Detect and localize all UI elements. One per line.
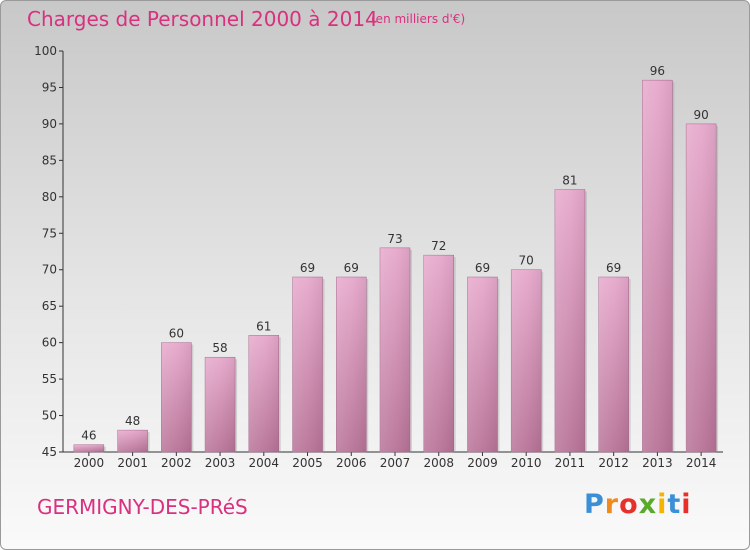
bar-highlight (161, 342, 192, 452)
data-label: 60 (169, 327, 184, 341)
x-tick-label: 2009 (467, 456, 498, 470)
bar-highlight (423, 255, 454, 452)
proxiti-logo[interactable]: Proxiti (584, 489, 692, 520)
commune-name: GERMIGNY-DES-PRéS (37, 495, 248, 519)
logo-letter: r (604, 489, 620, 520)
x-tick-label: 2000 (74, 456, 105, 470)
y-tick-label: 75 (42, 226, 57, 240)
bar-highlight (467, 277, 498, 452)
bar-highlight (292, 277, 323, 452)
logo-letter: t (667, 489, 682, 520)
data-label: 46 (81, 429, 96, 443)
bar-highlight (642, 80, 673, 452)
y-tick-label: 45 (42, 445, 57, 459)
bar-highlight (511, 269, 542, 452)
logo-letter: o (619, 489, 639, 520)
y-tick-label: 85 (42, 153, 57, 167)
x-tick-label: 2006 (336, 456, 367, 470)
y-tick-label: 95 (42, 80, 57, 94)
bar-highlight (598, 277, 629, 452)
x-tick-label: 2008 (423, 456, 454, 470)
logo-letter: P (584, 489, 605, 520)
bar-highlight (205, 357, 236, 452)
x-tick-label: 2001 (117, 456, 148, 470)
data-label: 69 (344, 261, 359, 275)
x-tick-label: 2012 (598, 456, 629, 470)
data-label: 69 (475, 261, 490, 275)
x-tick-label: 2002 (161, 456, 192, 470)
y-tick-label: 50 (42, 409, 57, 423)
data-label: 70 (519, 254, 534, 268)
y-tick-label: 55 (42, 372, 57, 386)
x-tick-label: 2010 (511, 456, 542, 470)
bar-highlight (380, 247, 410, 452)
x-tick-label: 2005 (292, 456, 323, 470)
bar-highlight (248, 335, 279, 452)
bar-highlight (554, 189, 585, 452)
y-tick-label: 80 (42, 190, 57, 204)
y-tick-label: 90 (42, 117, 57, 131)
data-label: 96 (650, 64, 665, 78)
x-tick-label: 2004 (249, 456, 280, 470)
bar-highlight (336, 277, 367, 452)
y-tick-label: 60 (42, 336, 57, 350)
x-tick-label: 2007 (380, 456, 411, 470)
logo-letter: i (681, 489, 692, 520)
y-tick-label: 65 (42, 299, 57, 313)
bar-highlight (686, 123, 717, 452)
data-label: 81 (562, 174, 577, 188)
data-label: 58 (212, 341, 227, 355)
chart-subtitle: (en milliers d'€) (371, 12, 466, 26)
logo-letter: x (638, 489, 658, 520)
data-label: 72 (431, 239, 446, 253)
y-tick-label: 70 (42, 263, 57, 277)
data-label: 69 (606, 261, 621, 275)
y-tick-label: 100 (34, 44, 57, 58)
data-label: 90 (693, 108, 708, 122)
logo-letter: i (657, 489, 668, 520)
bar-highlight (73, 444, 104, 452)
data-label: 73 (387, 232, 402, 246)
bar-highlight (117, 430, 148, 452)
x-tick-label: 2014 (686, 456, 717, 470)
data-label: 61 (256, 319, 271, 333)
x-tick-label: 2011 (555, 456, 586, 470)
x-tick-label: 2013 (642, 456, 673, 470)
x-tick-label: 2003 (205, 456, 236, 470)
data-label: 48 (125, 414, 140, 428)
data-label: 69 (300, 261, 315, 275)
chart-title: Charges de Personnel 2000 à 2014 (27, 7, 378, 31)
